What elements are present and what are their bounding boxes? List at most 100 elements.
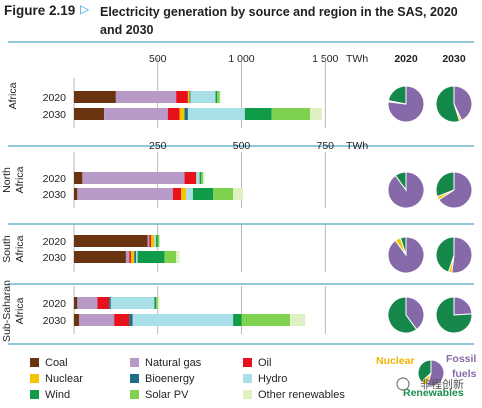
year-label-2030: 2030	[43, 189, 67, 201]
bar-segment-coal	[74, 235, 148, 247]
bar-segment-solar-pv	[201, 172, 203, 184]
region-label-north-africa: NorthAfrica	[1, 166, 26, 193]
bar-segment-bioenergy	[184, 108, 188, 120]
pie-slice-renewables	[399, 236, 407, 256]
legend-swatch	[243, 390, 252, 399]
bar-segment-hydro	[190, 91, 216, 103]
pie-key-fuels-label: fuels	[452, 368, 477, 380]
bar-segment-coal	[74, 91, 116, 103]
bar-segment-other-renewables	[219, 91, 221, 103]
legend-label: Bioenergy	[145, 373, 195, 385]
bar-segment-natural-gas	[79, 314, 115, 326]
bar-segment-nuclear	[179, 108, 185, 120]
bar-segment-coal	[74, 251, 126, 263]
pie-slice-renewables	[387, 296, 418, 334]
bar-segment-nuclear	[187, 91, 190, 103]
region-label-line: Africa	[14, 297, 26, 324]
year-label-2030: 2030	[43, 252, 67, 264]
legend-item-bioenergy: Bioenergy	[130, 373, 195, 386]
region-label-line: Africa	[7, 82, 19, 109]
bar-segment-solar-pv	[213, 188, 234, 200]
legend-swatch	[30, 358, 39, 367]
pie-header-2030: 2030	[442, 53, 466, 65]
legend-label: Solar PV	[145, 389, 189, 401]
pie-slice-renewables	[435, 85, 461, 123]
bar-segment-other-renewables	[157, 297, 160, 309]
bar-segment-nuclear	[151, 235, 155, 247]
region-label-sub-saharan-africa: Sub-SaharanAfrica	[1, 280, 26, 342]
bar-segment-hydro	[132, 314, 234, 326]
bar-segment-natural-gas	[104, 108, 168, 120]
bar-segment-solar-pv	[241, 314, 291, 326]
bar-segment-oil	[184, 172, 197, 184]
legend-swatch	[30, 390, 39, 399]
bar-segment-solar-pv	[164, 251, 177, 263]
bar-segment-hydro	[154, 235, 157, 247]
pie-header-2020: 2020	[394, 53, 418, 65]
year-label-2030: 2030	[43, 109, 67, 121]
bar-segment-coal	[74, 172, 83, 184]
bar-segment-coal	[74, 188, 78, 200]
bar-segment-wind	[244, 108, 272, 120]
legend-item-natural-gas: Natural gas	[130, 357, 201, 370]
year-label-2020: 2020	[43, 173, 67, 185]
bar-segment-wind	[156, 235, 158, 247]
legend-label: Nuclear	[45, 373, 83, 385]
region-label-line: Sub-Saharan	[1, 280, 13, 342]
bar-segment-oil	[167, 108, 180, 120]
pie-key-renewables-label: Renewables	[403, 387, 464, 399]
pie-slice-renewables	[435, 171, 455, 198]
bar-segment-nuclear	[181, 188, 187, 200]
bar-segment-other-renewables	[290, 314, 306, 326]
legend-item-oil: Oil	[243, 357, 271, 370]
pie-slice-renewables	[387, 85, 407, 105]
bar-segment-solar-pv	[271, 108, 311, 120]
figure-title: Electricity generation by source and reg…	[100, 5, 458, 37]
bar-segment-solar-pv	[157, 235, 160, 247]
legend: Coal Nuclear Wind Natural gas Bioenergy Solar…	[30, 357, 360, 407]
legend-label: Other renewables	[258, 389, 345, 401]
tick-label: 750	[316, 140, 334, 152]
bar-segment-oil	[114, 314, 130, 326]
bar-segment-hydro	[135, 251, 138, 263]
legend-label: Hydro	[258, 373, 288, 385]
bar-segment-bioenergy	[134, 251, 136, 263]
bar-segment-solar-pv	[156, 297, 158, 309]
pie-key-slice-renewables	[417, 359, 432, 383]
legend-label: Oil	[258, 357, 272, 369]
bar-segment-wind	[192, 188, 214, 200]
bar-segment-oil	[149, 235, 152, 247]
pie-slice-fossil	[453, 85, 473, 121]
legend-swatch	[130, 390, 139, 399]
tick-label: 250	[149, 140, 167, 152]
legend-label: Wind	[45, 389, 71, 401]
bar-segment-natural-gas	[77, 188, 173, 200]
legend-item-wind: Wind	[30, 389, 70, 402]
year-label-2020: 2020	[43, 298, 67, 310]
bar-segment-wind	[215, 91, 218, 103]
bar-segment-oil	[129, 251, 131, 263]
region-label-africa: Africa	[7, 82, 19, 109]
watermark-text: 非程创新	[420, 377, 464, 391]
legend-swatch	[30, 374, 39, 383]
bar-segment-hydro	[187, 108, 245, 120]
axis-unit-label: TWh	[346, 140, 368, 152]
region-label-line: South	[1, 235, 13, 263]
pie-slice-renewables	[435, 296, 473, 334]
legend-swatch	[130, 358, 139, 367]
legend-label: Coal	[45, 357, 68, 369]
year-label-2020: 2020	[43, 92, 67, 104]
legend-swatch	[130, 374, 139, 383]
figure-label: Figure 2.19	[4, 3, 76, 18]
legend-swatch	[243, 358, 252, 367]
pie-slice-fossil	[438, 171, 473, 209]
legend-swatch	[243, 374, 252, 383]
bar-segment-other-renewables	[233, 188, 244, 200]
bar-segment-natural-gas	[82, 172, 185, 184]
year-label-2030: 2030	[43, 315, 67, 327]
bar-segment-natural-gas	[77, 297, 98, 309]
pie-slice-fossil	[405, 296, 425, 331]
bar-segment-hydro	[186, 188, 193, 200]
bar-segment-wind	[199, 172, 202, 184]
